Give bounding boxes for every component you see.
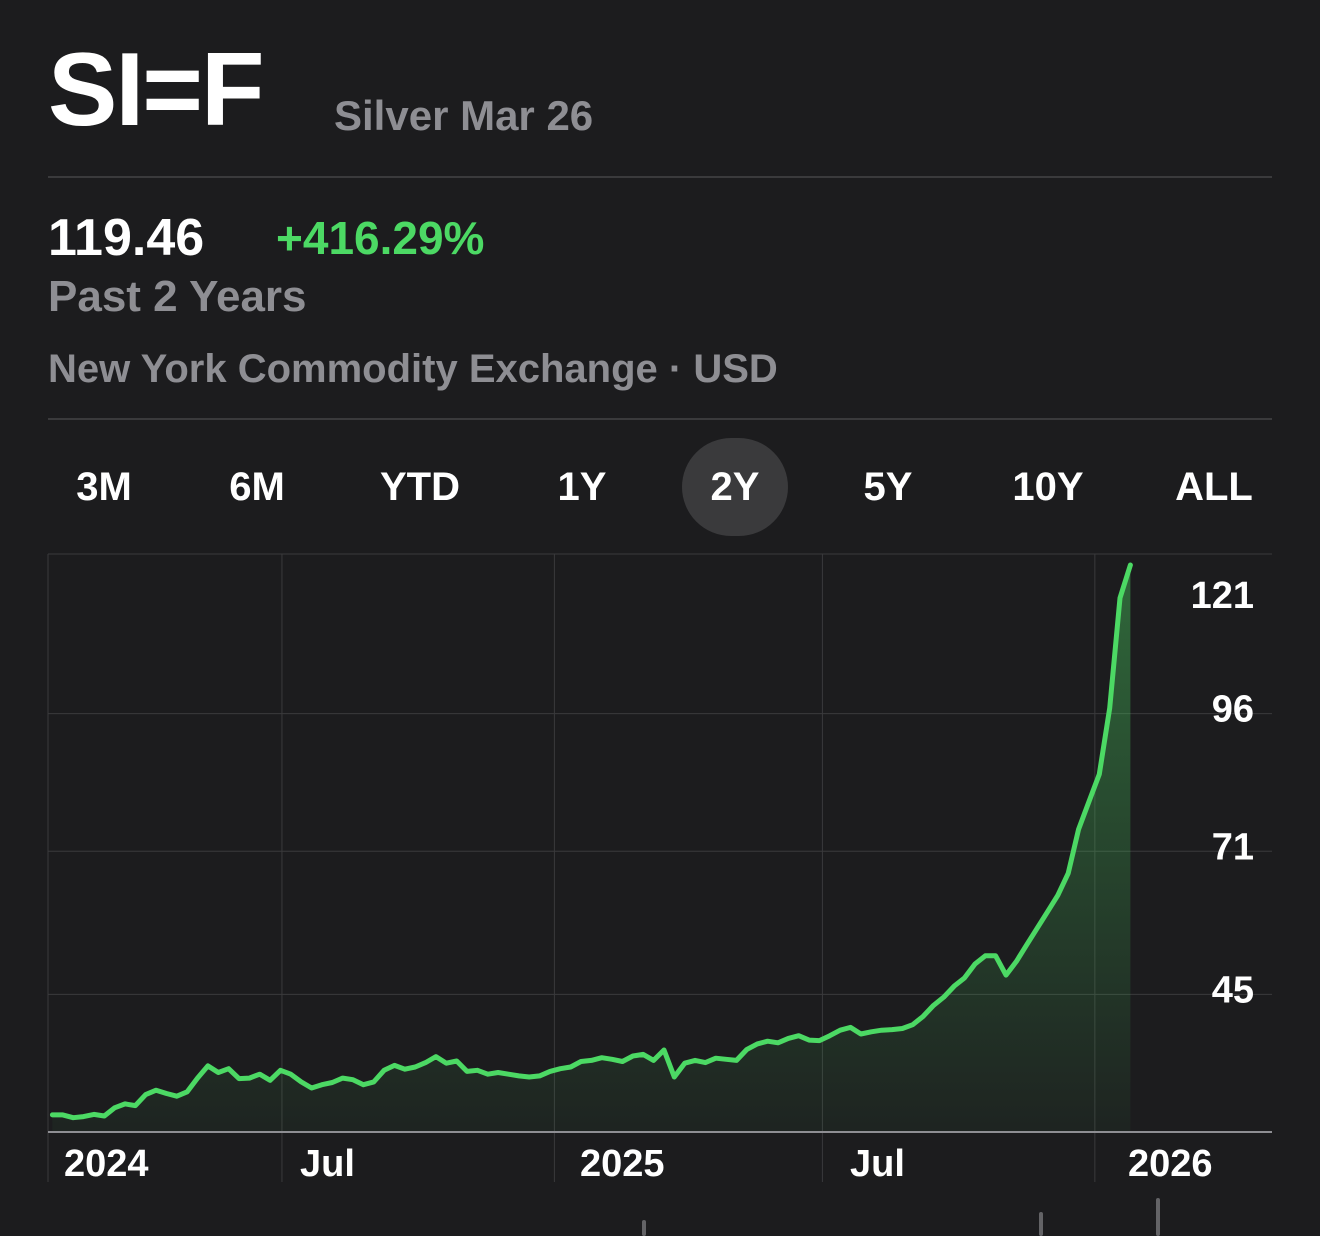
scrubber-tick <box>1039 1212 1043 1236</box>
instrument-name: Silver Mar 26 <box>334 92 594 139</box>
header: SI=F Silver Mar 26 <box>48 32 1272 148</box>
price-chart[interactable]: 45 71 96 121 2024 Jul 2025 Jul 2026 <box>0 550 1320 1236</box>
ticker-symbol: SI=F <box>48 32 265 148</box>
x-tick-label: Jul <box>300 1143 355 1185</box>
tab-ytd[interactable]: YTD <box>380 465 460 509</box>
range-selector: 3M 6M YTD 1Y 2Y 5Y 10Y ALL <box>48 438 1272 536</box>
tab-3m[interactable]: 3M <box>76 465 132 509</box>
series-line <box>49 562 1133 1121</box>
tab-10y[interactable]: 10Y <box>1012 465 1084 509</box>
percent-change: +416.29% <box>276 212 485 264</box>
exchange-label: New York Commodity Exchange · USD <box>48 347 778 391</box>
y-tick-label: 96 <box>1212 689 1254 731</box>
tab-6m[interactable]: 6M <box>229 465 285 509</box>
x-tick-label: Jul <box>850 1143 905 1185</box>
series-area <box>52 565 1131 1132</box>
x-tick-label: 2026 <box>1128 1143 1213 1185</box>
x-tick-label: 2024 <box>64 1143 149 1185</box>
period-label: Past 2 Years <box>48 272 307 321</box>
tab-5y[interactable]: 5Y <box>863 465 913 509</box>
tab-all[interactable]: ALL <box>1175 465 1253 509</box>
tab-1y[interactable]: 1Y <box>557 465 607 509</box>
quote-divider <box>48 418 1272 420</box>
current-price: 119.46 <box>48 209 205 267</box>
scrubber-tick <box>1156 1198 1160 1236</box>
y-tick-label: 71 <box>1212 826 1254 868</box>
tab-2y[interactable]: 2Y <box>682 438 788 536</box>
y-tick-label: 121 <box>1191 575 1254 617</box>
header-divider <box>48 176 1272 178</box>
x-tick-label: 2025 <box>580 1143 665 1185</box>
y-tick-label: 45 <box>1212 969 1254 1011</box>
scrubber-tick <box>642 1220 646 1236</box>
